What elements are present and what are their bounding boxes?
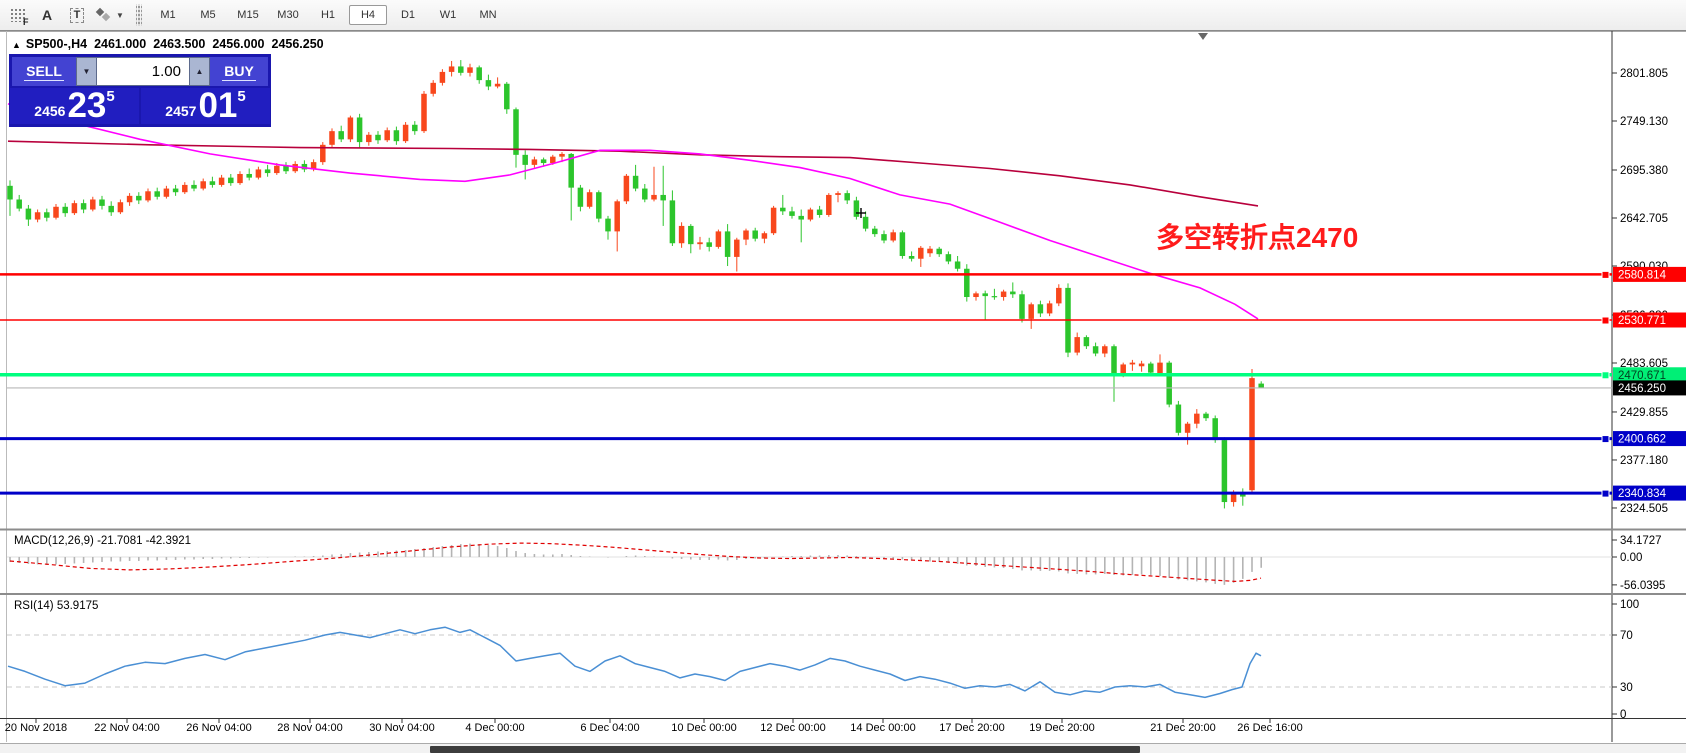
sell-button-label: SELL: [24, 62, 64, 81]
svg-text:21 Dec 20:00: 21 Dec 20:00: [1150, 722, 1215, 734]
quote-symbol: SP500-,H4: [25, 37, 88, 51]
quote-high: 2463.500: [153, 37, 206, 51]
price-tags: 2580.814 2530.771 2470.671 2400.662 2340.834…: [1613, 266, 1686, 501]
tab-timeframe-M15[interactable]: M15: [237, 9, 259, 21]
tab-timeframe-D1[interactable]: D1: [400, 9, 416, 21]
sell-price-prefix: 2456: [34, 103, 66, 119]
toolbar-separator: [136, 4, 142, 26]
volume-decrease-button[interactable]: ▼: [76, 57, 97, 86]
panel-borders: [0, 30, 1686, 742]
svg-text:0: 0: [1620, 709, 1626, 721]
horizontal-scrollbar: [0, 743, 1686, 753]
svg-text:2470.671: 2470.671: [1618, 370, 1666, 382]
one-click-trade-panel: SELL ▼ 1.00 ▲ BUY 2456 23 5 2457 01 5: [10, 55, 270, 126]
chart-shift-marker-icon: [1198, 33, 1208, 40]
svg-text:22 Nov 04:00: 22 Nov 04:00: [94, 722, 159, 734]
text-annotation-icon[interactable]: A: [41, 7, 53, 23]
buy-price-big: 01: [198, 86, 238, 126]
candles-layer: [7, 60, 1264, 509]
svg-text:70: 70: [1620, 630, 1633, 642]
timeframe-group: M1 M5 M15 M30 H1 H4 D1 W1 MN: [148, 5, 508, 25]
svg-text:0.00: 0.00: [1620, 552, 1642, 564]
svg-text:19 Dec 20:00: 19 Dec 20:00: [1029, 722, 1094, 734]
buy-button[interactable]: BUY: [210, 57, 268, 86]
arrange-objects-icon[interactable]: [94, 3, 114, 27]
svg-text:4 Dec 00:00: 4 Dec 00:00: [465, 722, 524, 734]
tab-timeframe-W1[interactable]: W1: [439, 9, 457, 21]
tab-timeframe-MN[interactable]: MN: [479, 9, 497, 21]
tab-timeframe-H1[interactable]: H1: [320, 9, 336, 21]
annotation-text: 多空转折点2470: [1156, 221, 1358, 253]
svg-text:2801.805: 2801.805: [1620, 68, 1668, 80]
svg-text:10 Dec 00:00: 10 Dec 00:00: [671, 722, 736, 734]
price-axis: 2801.8052749.1302695.3802642.7052590.030…: [1612, 68, 1668, 515]
sell-button[interactable]: SELL: [12, 57, 76, 86]
svg-text:30 Nov 04:00: 30 Nov 04:00: [369, 722, 434, 734]
horizontal-levels: [0, 270, 1612, 498]
svg-text:2749.130: 2749.130: [1620, 116, 1668, 128]
time-axis: 20 Nov 2018 22 Nov 04:00 26 Nov 04:00 28 No…: [5, 718, 1303, 734]
text-label-icon[interactable]: T: [64, 3, 90, 27]
svg-text:2695.380: 2695.380: [1620, 165, 1668, 177]
svg-text:2429.855: 2429.855: [1620, 407, 1668, 419]
svg-text:34.1727: 34.1727: [1620, 535, 1662, 547]
svg-text:20 Nov 2018: 20 Nov 2018: [5, 722, 67, 734]
tab-timeframe-M1[interactable]: M1: [160, 9, 176, 21]
quote-close: 2456.250: [271, 37, 324, 51]
svg-text:2324.505: 2324.505: [1620, 503, 1668, 515]
svg-text:14 Dec 00:00: 14 Dec 00:00: [850, 722, 915, 734]
svg-text:2340.834: 2340.834: [1618, 488, 1667, 500]
macd-label: MACD(12,26,9) -21.7081 -42.3921: [14, 535, 192, 547]
buy-price-prefix: 2457: [165, 103, 197, 119]
volume-increase-button[interactable]: ▲: [189, 57, 210, 86]
svg-text:30: 30: [1620, 682, 1633, 694]
tab-timeframe-M5[interactable]: M5: [200, 9, 216, 21]
rsi-panel: 100 70 30 0: [7, 599, 1639, 721]
sell-price-sup: 5: [106, 88, 115, 105]
svg-text:2400.662: 2400.662: [1618, 434, 1666, 446]
tab-timeframe-H4[interactable]: H4: [349, 5, 387, 25]
quote-arrow-icon: ▲: [12, 40, 21, 50]
svg-text:2580.814: 2580.814: [1618, 269, 1667, 281]
svg-text:2377.180: 2377.180: [1620, 455, 1668, 467]
svg-text:2642.705: 2642.705: [1620, 213, 1668, 225]
dropdown-caret-icon[interactable]: ▼: [116, 10, 124, 20]
quote-low: 2456.000: [212, 37, 265, 51]
sell-price-big: 23: [67, 86, 107, 126]
annotation-layer: 多空转折点2470: [856, 33, 1358, 253]
svg-text:26 Nov 04:00: 26 Nov 04:00: [186, 722, 251, 734]
svg-text:17 Dec 20:00: 17 Dec 20:00: [939, 722, 1004, 734]
buy-button-label: BUY: [222, 62, 256, 81]
volume-input[interactable]: 1.00: [97, 57, 189, 86]
scrollbar-thumb[interactable]: [430, 746, 1140, 753]
crosshair-grid-icon[interactable]: F: [4, 3, 30, 27]
svg-text:-56.0395: -56.0395: [1620, 580, 1665, 592]
svg-text:6 Dec 04:00: 6 Dec 04:00: [580, 722, 639, 734]
svg-text:100: 100: [1620, 599, 1639, 611]
svg-text:26 Dec 16:00: 26 Dec 16:00: [1237, 722, 1302, 734]
svg-text:2530.771: 2530.771: [1618, 315, 1666, 327]
quote-line: ▲ SP500-,H4 2461.000 2463.500 2456.000 2456.2…: [12, 37, 331, 51]
rsi-label: RSI(14) 53.9175: [14, 600, 99, 612]
tab-timeframe-M30[interactable]: M30: [277, 9, 299, 21]
buy-price-box[interactable]: 2457 01 5: [141, 88, 270, 124]
quote-open: 2461.000: [94, 37, 147, 51]
svg-text:2483.605: 2483.605: [1620, 358, 1668, 370]
buy-price-sup: 5: [237, 88, 246, 105]
macd-panel: 34.1727 0.00 -56.0395: [7, 535, 1665, 592]
sell-price-box[interactable]: 2456 23 5: [10, 88, 139, 124]
toolbar: F A T ▼ M1 M5 M15 M30 H1 H4 D1 W1 MN: [0, 0, 1686, 31]
svg-text:12 Dec 00:00: 12 Dec 00:00: [760, 722, 825, 734]
svg-text:28 Nov 04:00: 28 Nov 04:00: [277, 722, 342, 734]
moving-averages: [7, 103, 1259, 320]
svg-text:2456.250: 2456.250: [1618, 383, 1666, 395]
